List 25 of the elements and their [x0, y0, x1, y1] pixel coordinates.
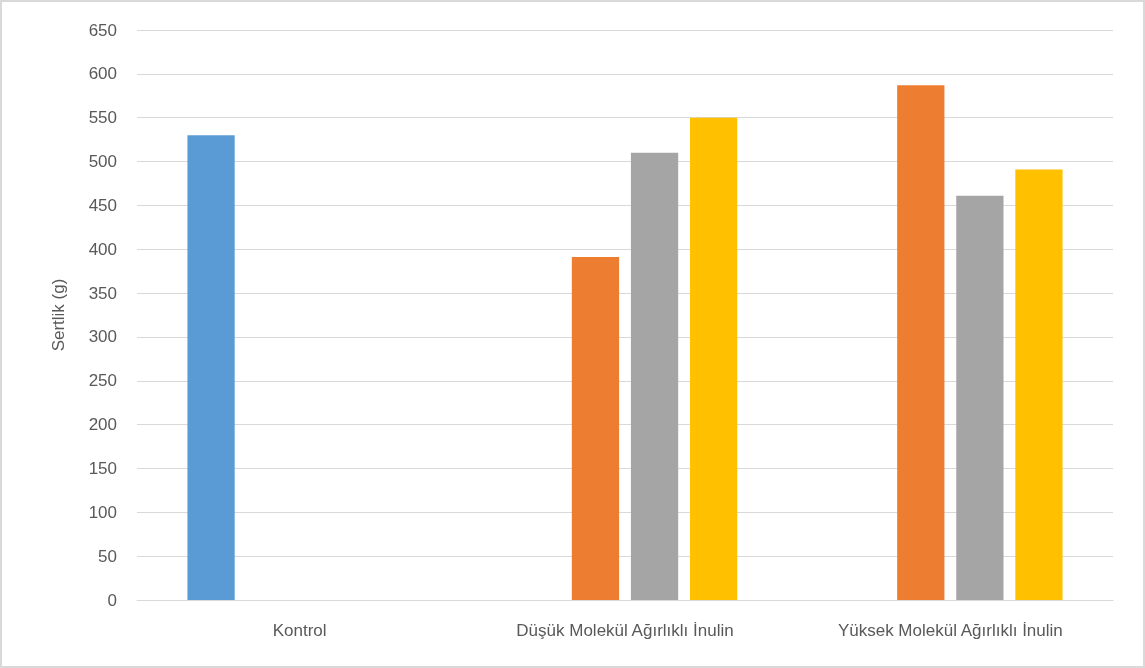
y-tick-label: 350 [88, 283, 117, 303]
y-tick-label: 400 [88, 239, 117, 259]
y-axis-title: Sertlik (g) [49, 278, 68, 352]
bar [956, 195, 1004, 600]
y-tick-label: 550 [88, 108, 117, 128]
y-tick-label: 650 [88, 20, 117, 40]
bar [571, 257, 620, 600]
y-tick-label: 100 [88, 502, 117, 522]
y-tick-label: 200 [88, 415, 117, 435]
y-tick-label: 500 [88, 152, 117, 172]
y-tick-label: 50 [98, 546, 117, 566]
y-tick-label: 300 [88, 327, 117, 347]
y-tick-label: 250 [88, 371, 117, 391]
bar [187, 135, 235, 600]
x-tick-label: Yüksek Molekül Ağırlıklı İnulin [837, 621, 1063, 640]
y-tick-label: 0 [107, 590, 117, 610]
y-tick-label: 150 [88, 458, 117, 478]
x-tick-label: Düşük Molekül Ağırlıklı İnulin [516, 621, 734, 640]
bar [897, 85, 945, 600]
bar [630, 152, 679, 600]
bar [1015, 169, 1063, 600]
bar [689, 117, 738, 600]
y-tick-label: 450 [88, 195, 117, 215]
x-tick-label: Kontrol [272, 621, 327, 640]
y-tick-label: 600 [88, 64, 117, 84]
